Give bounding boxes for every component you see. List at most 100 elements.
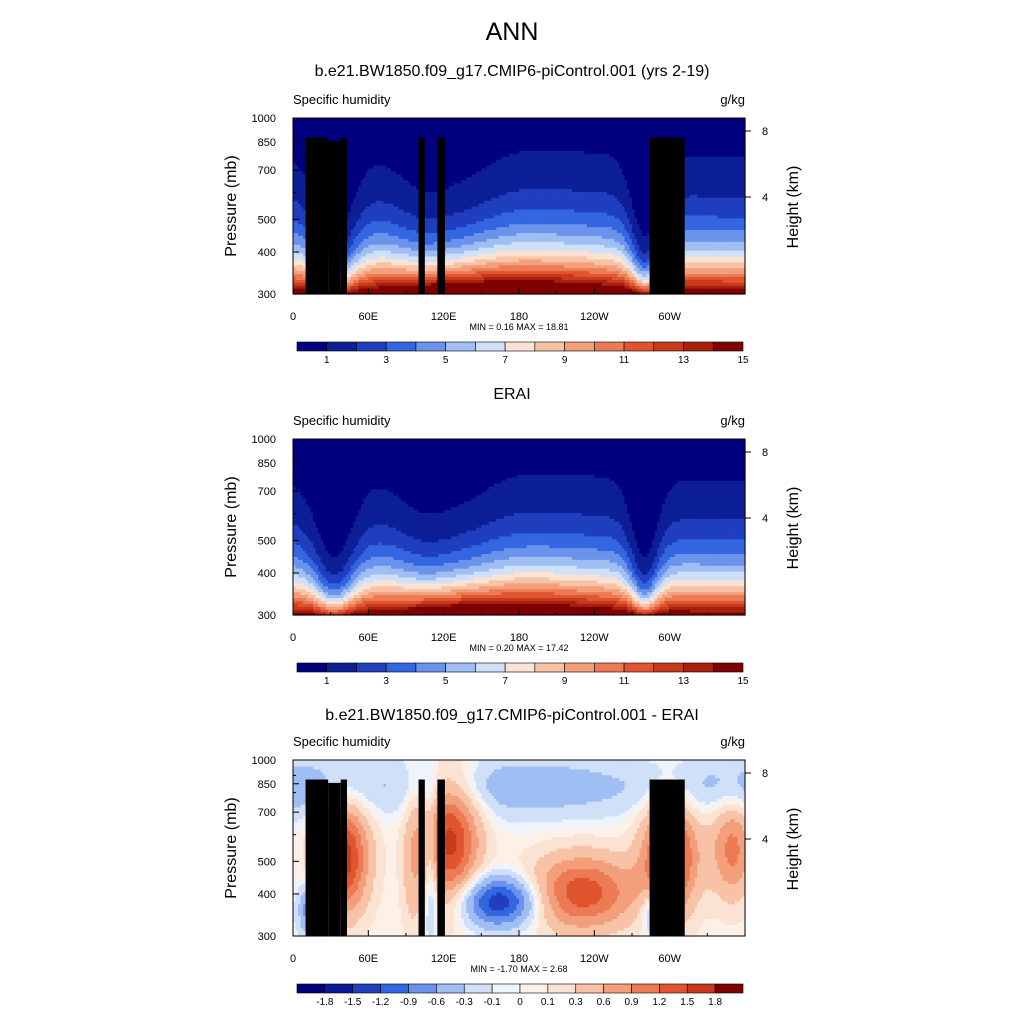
field-cell xyxy=(513,285,518,289)
field-cell xyxy=(709,285,713,289)
field-cell xyxy=(571,267,575,272)
figure-title: ANN xyxy=(0,18,1024,47)
field-cell xyxy=(373,267,377,272)
field-cell xyxy=(609,267,613,272)
field-cell xyxy=(428,288,432,292)
field-cell xyxy=(692,285,696,289)
field-cell xyxy=(463,273,467,277)
field-cell xyxy=(712,291,716,295)
field-cell xyxy=(413,267,417,272)
field-cell xyxy=(491,270,495,275)
field-cell xyxy=(551,285,555,289)
field-cell xyxy=(559,288,563,292)
field-cell xyxy=(378,270,382,275)
field-cell xyxy=(559,276,563,280)
field-cell xyxy=(513,273,518,277)
field-cell xyxy=(428,270,432,275)
field-cell xyxy=(624,285,628,289)
field-cell xyxy=(581,291,585,295)
field-cell xyxy=(571,288,575,292)
field-cell xyxy=(722,267,726,272)
field-cell xyxy=(576,276,580,280)
field-cell xyxy=(621,267,626,272)
field-cell xyxy=(739,282,744,286)
field-cell xyxy=(393,273,397,277)
field-cell xyxy=(473,273,477,277)
field-cell xyxy=(473,291,477,295)
field-cell xyxy=(303,285,307,289)
field-cell xyxy=(408,276,412,280)
field-cell xyxy=(684,291,688,295)
field-cell xyxy=(544,279,548,283)
field-cell xyxy=(684,273,688,277)
field-cell xyxy=(345,291,349,295)
field-cell xyxy=(697,267,701,272)
field-cell xyxy=(295,270,299,275)
field-cell xyxy=(564,282,568,286)
field-cell xyxy=(739,285,744,289)
field-cell xyxy=(463,264,467,269)
field-cell xyxy=(707,273,711,277)
field-cell xyxy=(601,270,605,275)
field-cell xyxy=(403,291,407,295)
field-cell xyxy=(388,288,392,292)
field-cell xyxy=(614,270,618,275)
field-cell xyxy=(300,276,304,280)
field-cell xyxy=(621,285,626,289)
field-cell xyxy=(531,279,535,283)
field-cell xyxy=(466,270,470,275)
field-cell xyxy=(599,291,603,295)
field-cell xyxy=(589,276,593,280)
field-cell xyxy=(526,291,530,295)
field-cell xyxy=(727,267,731,272)
field-cell xyxy=(481,270,485,275)
field-cell xyxy=(471,276,475,280)
field-cell xyxy=(642,285,646,289)
field-cell xyxy=(526,270,530,275)
field-cell xyxy=(724,282,729,286)
field-cell xyxy=(709,270,713,275)
field-cell xyxy=(298,276,302,280)
field-cell xyxy=(519,285,523,289)
field-cell xyxy=(295,285,299,289)
field-cell xyxy=(408,267,412,272)
field-cell xyxy=(581,282,585,286)
field-cell xyxy=(413,276,417,280)
field-cell xyxy=(511,285,515,289)
field-cell xyxy=(549,276,553,280)
field-cell xyxy=(727,282,731,286)
field-cell xyxy=(732,282,736,286)
field-cell xyxy=(453,270,457,275)
field-cell xyxy=(566,270,570,275)
field-cell xyxy=(463,291,467,295)
field-cell xyxy=(536,273,540,277)
field-cell xyxy=(348,276,352,280)
field-cell xyxy=(413,273,417,277)
field-cell xyxy=(561,282,565,286)
field-cell xyxy=(406,264,410,269)
field-cell xyxy=(298,273,302,277)
field-cell xyxy=(722,270,726,275)
field-cell xyxy=(358,273,362,277)
field-cell xyxy=(684,282,688,286)
field-cell xyxy=(403,282,407,286)
field-cell xyxy=(385,270,390,275)
field-cell xyxy=(697,288,701,292)
field-cell xyxy=(732,279,736,283)
field-cell xyxy=(501,276,505,280)
field-cell xyxy=(498,273,503,277)
field-cell xyxy=(624,276,628,280)
field-cell xyxy=(368,291,372,295)
field-cell xyxy=(619,270,623,275)
field-cell xyxy=(506,282,510,286)
field-cell xyxy=(481,291,485,295)
field-cell xyxy=(393,270,397,275)
field-cell xyxy=(639,285,643,289)
field-cell xyxy=(350,282,354,286)
field-cell xyxy=(546,276,550,280)
field-cell xyxy=(534,291,538,295)
field-cell xyxy=(303,288,307,292)
field-cell xyxy=(348,267,352,272)
field-cell xyxy=(591,270,595,275)
field-cell xyxy=(742,270,746,275)
